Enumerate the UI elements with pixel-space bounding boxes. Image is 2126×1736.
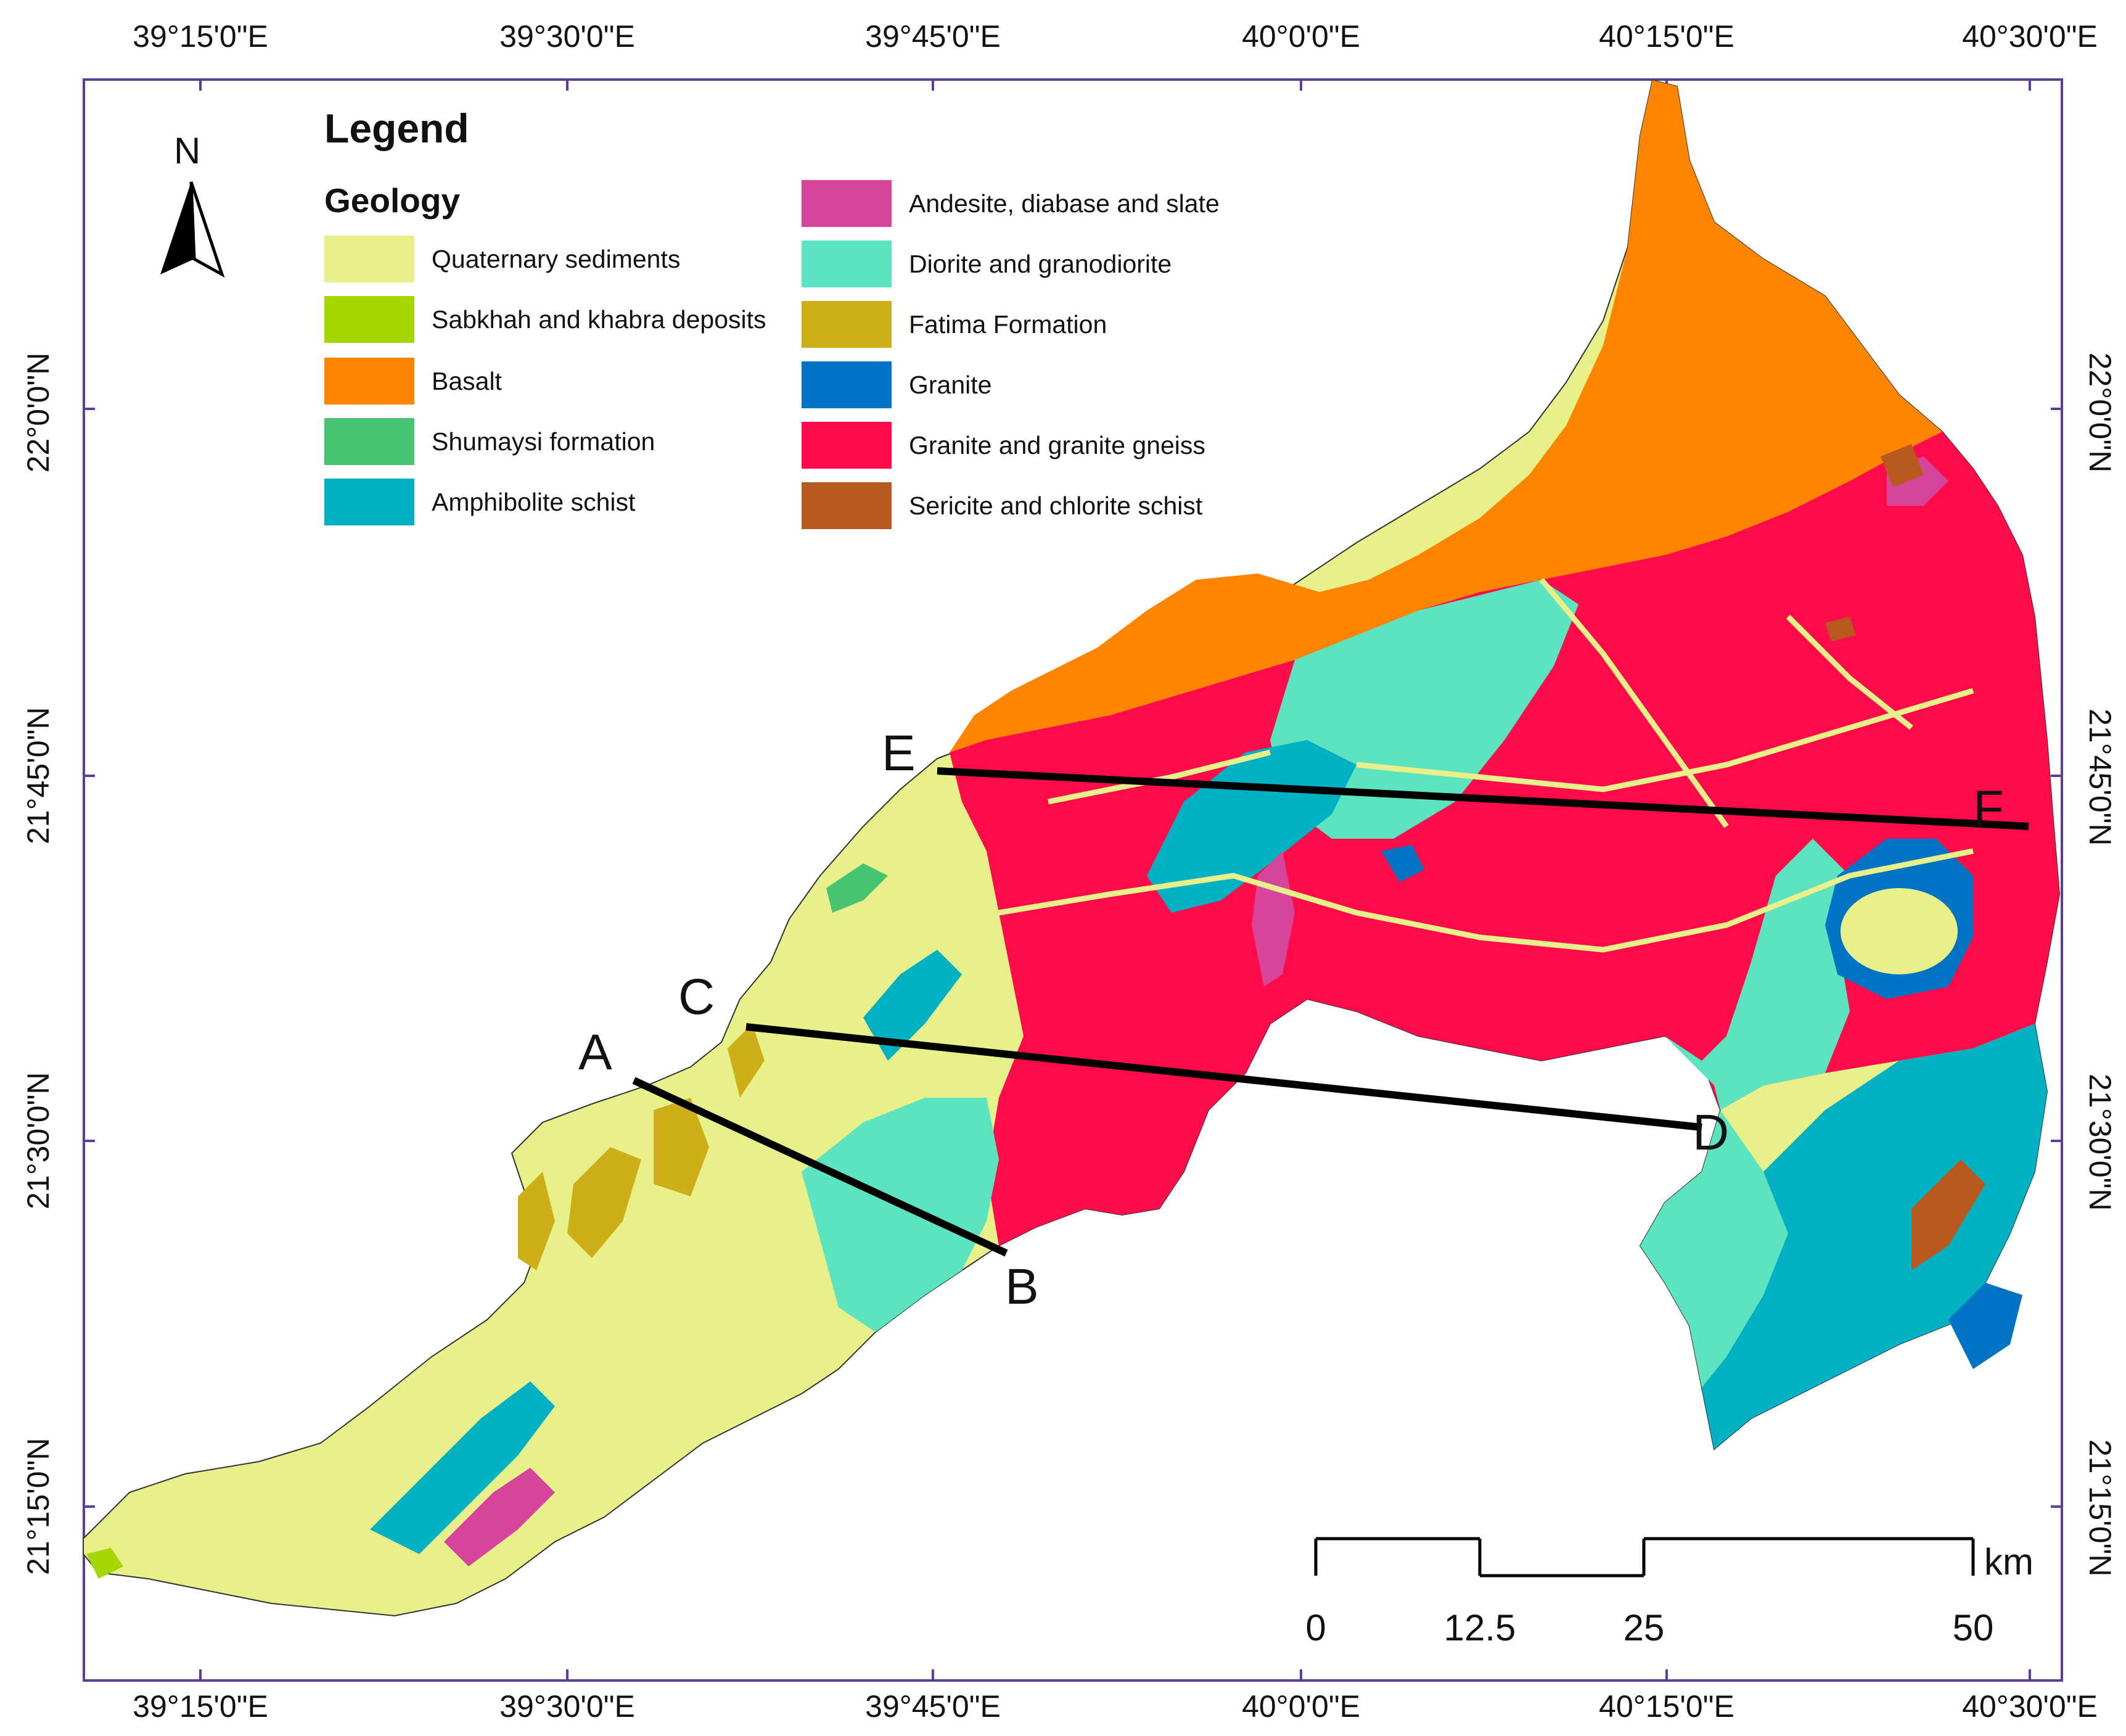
unit-granite-3 (1381, 845, 1424, 882)
legend-label: Granite (909, 370, 992, 399)
legend-label: Amphibolite schist (432, 487, 636, 516)
unit-diorite-2 (1665, 839, 1850, 1110)
legend-item-granite: Granite (802, 360, 991, 409)
lon-label-top-1: 39°15'0"E (133, 19, 268, 54)
swatch-diorite (802, 241, 892, 287)
scale-bar-graphic (1314, 1537, 1975, 1578)
lon-label-top-4: 40°0'0"E (1242, 19, 1360, 54)
unit-amphibolite-2 (1702, 1024, 2047, 1449)
lon-label-bottom-6: 40°30'0"E (1962, 1689, 2098, 1724)
lon-label-bottom-5: 40°15'0"E (1599, 1689, 1734, 1724)
swatch-fatima (802, 301, 892, 348)
unit-fatima-1 (567, 1147, 641, 1258)
lon-label-bottom-1: 39°15'0"E (133, 1689, 268, 1724)
scale-unit: km (1984, 1541, 2034, 1582)
legend-item-sericite: Sericite and chlorite schist (802, 481, 1202, 530)
legend-item-shumaysi: Shumaysi formation (324, 417, 655, 466)
swatch-andesite (802, 180, 892, 227)
unit-shumaysi (826, 863, 888, 913)
unit-fatima-4 (728, 1024, 765, 1098)
legend-label: Granite and granite gneiss (909, 430, 1205, 459)
swatch-sericite (802, 482, 892, 529)
legend-item-sabkhah: Sabkhah and khabra deposits (324, 295, 766, 344)
unit-basalt (950, 80, 1942, 752)
unit-sericite-2 (1881, 444, 1924, 487)
profile-line-cd (745, 1023, 1702, 1131)
legend-item-quaternary: Quaternary sediments (324, 234, 680, 284)
scale-label-0: 0 (1305, 1607, 1326, 1648)
legend-item-granite-gneiss: Granite and granite gneiss (802, 421, 1205, 470)
legend-label: Quaternary sediments (432, 244, 681, 273)
unit-granite-2 (1948, 1283, 2022, 1369)
unit-sabkhah (86, 1548, 123, 1579)
unit-fatima-3 (518, 1172, 555, 1270)
profile-label-d: D (1693, 1105, 1730, 1161)
legend-item-basalt: Basalt (324, 356, 502, 406)
profile-label-f: F (1973, 781, 2005, 837)
legend-item-fatima: Fatima Formation (802, 300, 1107, 349)
unit-diorite-3 (1640, 1110, 1788, 1388)
swatch-basalt (324, 358, 414, 405)
lon-label-top-2: 39°30'0"E (499, 19, 635, 54)
legend-label: Sabkhah and khabra deposits (432, 305, 766, 334)
profile-line-ef (937, 767, 2029, 830)
legend-label: Andesite, diabase and slate (909, 189, 1220, 218)
lon-label-bottom-2: 39°30'0"E (499, 1689, 635, 1724)
legend-label: Fatima Formation (909, 310, 1107, 339)
swatch-shumaysi (324, 418, 414, 465)
unit-diorite-4 (802, 1098, 999, 1332)
scale-label-25: 25 (1623, 1607, 1665, 1648)
legend-item-diorite: Diorite and granodiorite (802, 239, 1172, 289)
swatch-granite (802, 361, 892, 408)
unit-sericite-1 (1911, 1159, 1985, 1270)
profile-label-e: E (882, 725, 916, 781)
swatch-granite-gneiss (802, 422, 892, 469)
lon-label-bottom-3: 39°45'0"E (865, 1689, 1001, 1724)
unit-sericite-3 (1825, 617, 1856, 641)
swatch-amphibolite (324, 479, 414, 525)
legend-label: Sericite and chlorite schist (909, 491, 1203, 520)
legend-item-amphibolite: Amphibolite schist (324, 477, 635, 527)
legend-label: Shumaysi formation (432, 427, 655, 456)
unit-andesite-2 (444, 1468, 555, 1566)
legend-item-andesite: Andesite, diabase and slate (802, 179, 1220, 228)
unit-amphibolite-4 (863, 950, 962, 1061)
north-label: N (174, 130, 201, 171)
legend-title: Legend (324, 105, 469, 151)
lon-label-bottom-4: 40°0'0"E (1242, 1689, 1360, 1724)
legend-label: Diorite and granodiorite (909, 249, 1172, 278)
scale-label-12-5: 12.5 (1443, 1607, 1516, 1648)
lon-label-top-3: 39°45'0"E (865, 19, 1001, 54)
profile-label-c: C (678, 969, 715, 1025)
profile-label-b: B (1005, 1259, 1039, 1315)
lon-label-top-6: 40°30'0"E (1962, 19, 2098, 54)
unit-amphibolite-1 (1147, 740, 1356, 913)
lon-label-top-5: 40°15'0"E (1599, 19, 1734, 54)
swatch-sabkhah (324, 296, 414, 343)
unit-quaternary-inlier (1841, 888, 1958, 974)
unit-amphibolite-3 (370, 1381, 555, 1554)
north-arrow-icon (160, 181, 225, 278)
profile-line-ab (632, 1077, 1008, 1257)
profile-label-a: A (578, 1024, 612, 1080)
unit-fatima-2 (654, 1098, 709, 1196)
legend-subtitle: Geology (324, 181, 461, 220)
swatch-quaternary (324, 236, 414, 282)
scale-label-50: 50 (1952, 1607, 1994, 1648)
legend-label: Basalt (432, 366, 502, 395)
